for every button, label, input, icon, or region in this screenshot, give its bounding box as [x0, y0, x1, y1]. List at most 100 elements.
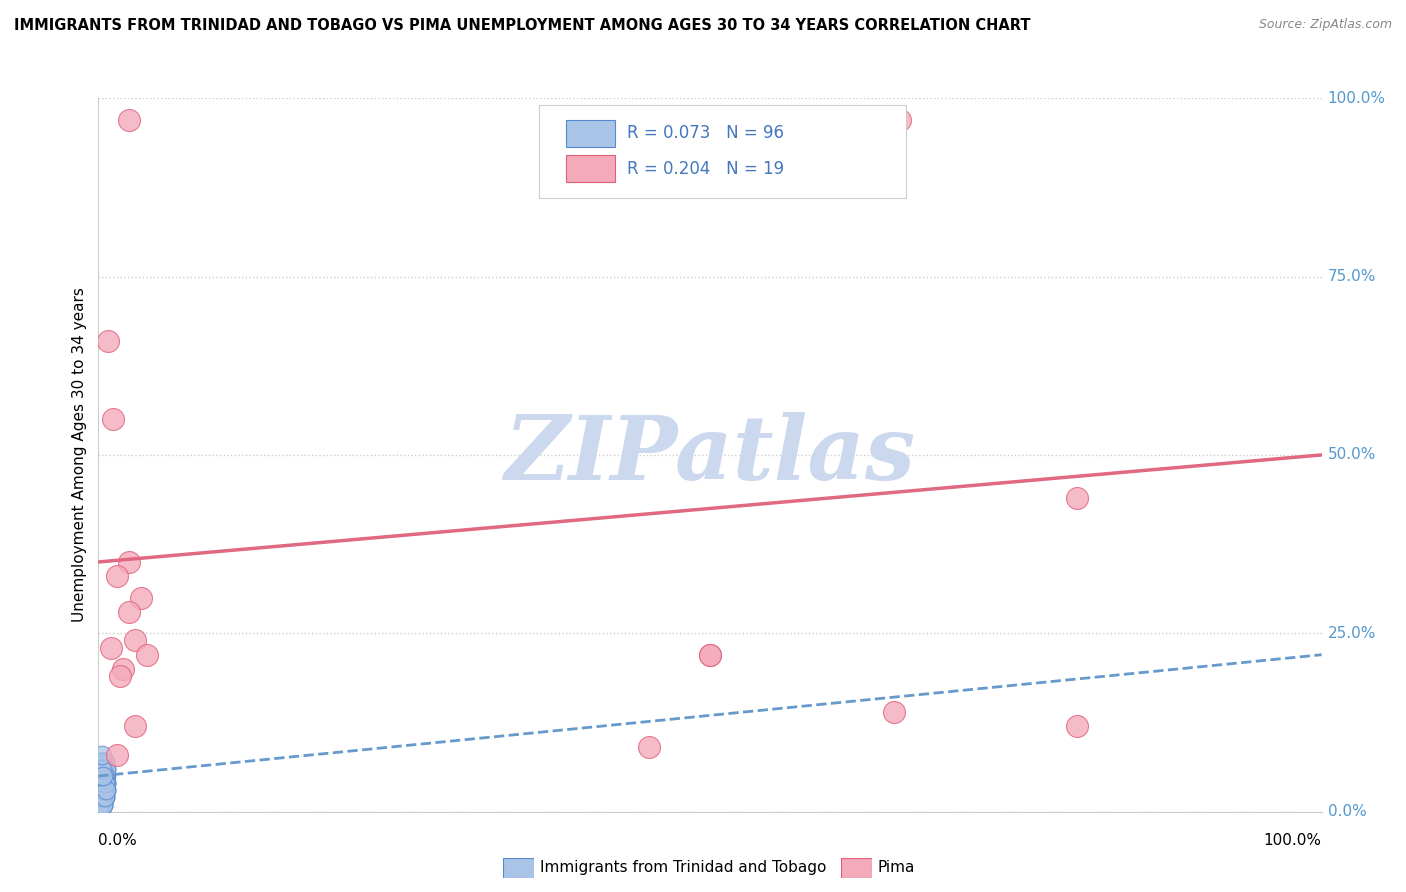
Point	[93, 783, 115, 797]
Point	[90, 783, 112, 797]
Point	[93, 783, 115, 797]
Point	[94, 783, 117, 797]
Point	[90, 769, 112, 783]
Point	[90, 762, 112, 776]
Point	[699, 648, 721, 662]
Point	[89, 776, 111, 790]
Point	[90, 762, 112, 776]
Point	[94, 776, 117, 790]
Point	[129, 591, 152, 605]
Point	[93, 755, 115, 769]
Point	[90, 776, 112, 790]
Point	[136, 648, 159, 662]
Point	[89, 769, 111, 783]
Point	[93, 790, 115, 805]
Text: 100.0%: 100.0%	[1327, 91, 1386, 105]
Point	[118, 605, 141, 619]
Text: R = 0.204   N = 19: R = 0.204 N = 19	[627, 160, 785, 178]
Point	[94, 769, 117, 783]
Point	[91, 769, 114, 783]
Point	[91, 769, 114, 783]
Point	[93, 776, 115, 790]
Point	[94, 776, 117, 790]
Point	[90, 769, 112, 783]
Point	[91, 762, 114, 776]
Point	[94, 776, 117, 790]
Point	[91, 776, 114, 790]
Point	[91, 783, 114, 797]
Point	[94, 783, 117, 797]
Point	[91, 769, 114, 783]
Text: 25.0%: 25.0%	[1327, 626, 1376, 640]
FancyBboxPatch shape	[841, 858, 872, 878]
Point	[90, 790, 112, 805]
Point	[91, 783, 114, 797]
Point	[89, 783, 111, 797]
Point	[93, 776, 115, 790]
Point	[89, 797, 111, 812]
Point	[91, 797, 114, 812]
Point	[118, 112, 141, 127]
Point	[90, 790, 112, 805]
Text: 50.0%: 50.0%	[1327, 448, 1376, 462]
FancyBboxPatch shape	[503, 858, 534, 878]
Point	[699, 648, 721, 662]
Point	[93, 769, 115, 783]
Point	[93, 762, 115, 776]
Point	[91, 783, 114, 797]
Point	[90, 755, 112, 769]
Point	[89, 790, 111, 805]
Point	[91, 790, 114, 805]
Point	[124, 633, 146, 648]
Point	[90, 783, 112, 797]
Point	[91, 776, 114, 790]
Text: IMMIGRANTS FROM TRINIDAD AND TOBAGO VS PIMA UNEMPLOYMENT AMONG AGES 30 TO 34 YEA: IMMIGRANTS FROM TRINIDAD AND TOBAGO VS P…	[14, 18, 1031, 33]
Point	[93, 790, 115, 805]
FancyBboxPatch shape	[565, 120, 614, 146]
Point	[90, 783, 112, 797]
Point	[91, 762, 114, 776]
Point	[93, 783, 115, 797]
Point	[637, 740, 661, 755]
Text: Source: ZipAtlas.com: Source: ZipAtlas.com	[1258, 18, 1392, 31]
Point	[91, 776, 114, 790]
Point	[91, 783, 114, 797]
Point	[105, 747, 128, 762]
Point	[883, 705, 905, 719]
Point	[101, 412, 124, 426]
Text: R = 0.073   N = 96: R = 0.073 N = 96	[627, 124, 785, 142]
Point	[90, 776, 112, 790]
Point	[89, 762, 111, 776]
Point	[1066, 719, 1088, 733]
Point	[93, 755, 115, 769]
Point	[91, 790, 114, 805]
Point	[105, 569, 128, 583]
Point	[91, 776, 114, 790]
Point	[97, 334, 120, 348]
FancyBboxPatch shape	[565, 155, 614, 182]
Y-axis label: Unemployment Among Ages 30 to 34 years: Unemployment Among Ages 30 to 34 years	[72, 287, 87, 623]
Point	[89, 790, 111, 805]
Point	[111, 662, 134, 676]
Point	[90, 783, 112, 797]
Text: 100.0%: 100.0%	[1264, 833, 1322, 848]
Point	[89, 797, 111, 812]
Point	[94, 783, 117, 797]
Text: Immigrants from Trinidad and Tobago: Immigrants from Trinidad and Tobago	[540, 861, 827, 875]
Point	[91, 776, 114, 790]
Text: ZIPatlas: ZIPatlas	[505, 412, 915, 498]
Point	[90, 776, 112, 790]
Point	[91, 783, 114, 797]
Point	[91, 783, 114, 797]
Point	[91, 776, 114, 790]
Point	[91, 762, 114, 776]
Point	[91, 776, 114, 790]
Point	[89, 769, 111, 783]
Point	[91, 797, 114, 812]
Text: 0.0%: 0.0%	[98, 833, 138, 848]
Point	[90, 776, 112, 790]
Point	[91, 769, 114, 783]
Point	[90, 790, 112, 805]
Point	[118, 555, 141, 569]
Point	[91, 790, 114, 805]
